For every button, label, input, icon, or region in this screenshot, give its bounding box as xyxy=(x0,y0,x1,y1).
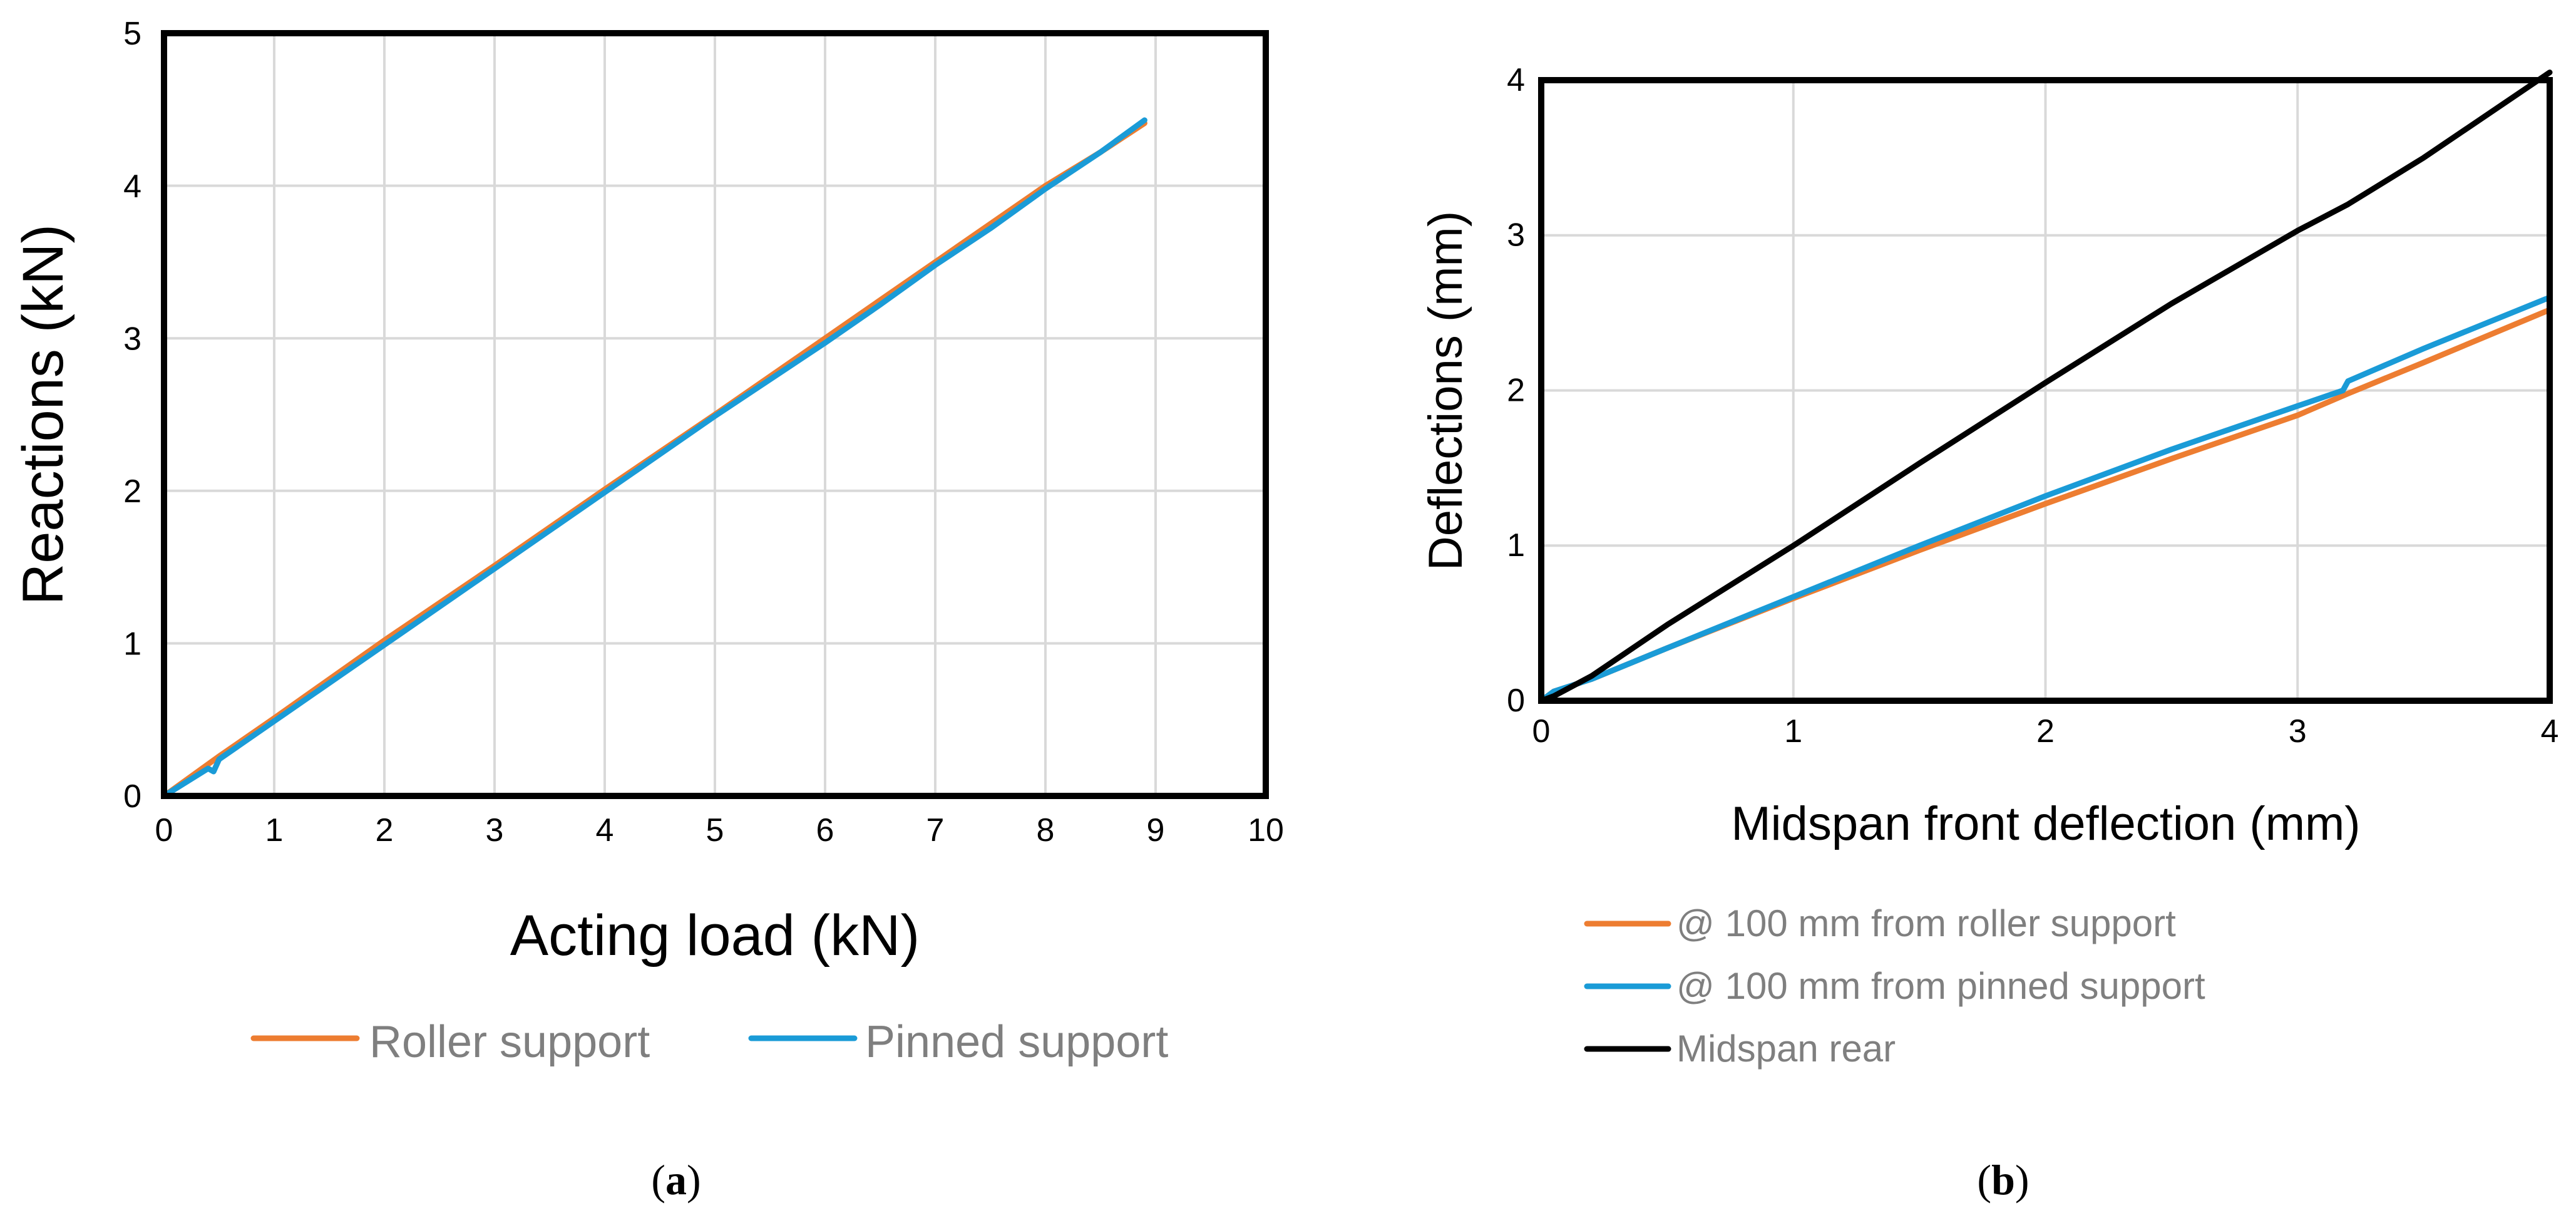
chart-a-y-axis-title: Reactions (kN) xyxy=(11,224,75,605)
chart-a-x-tick-label: 10 xyxy=(1248,812,1284,849)
chart-a-x-tick-label: 3 xyxy=(486,812,504,849)
chart-a-legend-label-roller: Roller support xyxy=(369,1017,650,1067)
chart-a-panel-label: (a) xyxy=(651,1156,700,1204)
chart-b-y-axis-title: Deflections (mm) xyxy=(1419,211,1472,570)
chart-a-x-tick-label: 1 xyxy=(265,812,284,849)
chart-a-panel-letter: a xyxy=(665,1156,687,1204)
chart-b-y-tick-label: 0 xyxy=(1507,683,1525,719)
chart-b-legend-label-pinned: @ 100 mm from pinned support xyxy=(1676,965,2205,1007)
chart-b-legend-label-midspan-rear: Midspan rear xyxy=(1676,1028,1896,1070)
chart-b-x-tick-label: 2 xyxy=(2036,713,2055,750)
chart-a-x-tick-label: 4 xyxy=(596,812,614,849)
chart-b-x-tick-labels: 0 1 2 3 4 xyxy=(1532,713,2559,750)
chart-a-x-tick-label: 8 xyxy=(1037,812,1055,849)
chart-a: 0 1 2 3 4 5 6 7 8 9 10 0 1 2 3 4 5 Acting load (kN) Rea… xyxy=(11,16,1284,1204)
chart-b-series-group xyxy=(1538,70,2553,704)
chart-a-x-tick-labels: 0 1 2 3 4 5 6 7 8 9 10 xyxy=(155,812,1284,849)
chart-a-y-tick-label: 2 xyxy=(123,473,141,510)
chart-b-plot-frame xyxy=(1538,77,2553,704)
chart-b-y-tick-label: 3 xyxy=(1507,217,1525,254)
chart-a-x-axis-title: Acting load (kN) xyxy=(510,904,920,968)
chart-a-legend: Roller support Pinned support xyxy=(250,1017,1168,1067)
chart-a-x-tick-label: 7 xyxy=(926,812,945,849)
chart-b-x-tick-label: 4 xyxy=(2541,713,2559,750)
chart-b-panel-label: (b) xyxy=(1977,1156,2029,1204)
chart-b-y-tick-label: 4 xyxy=(1507,62,1525,98)
chart-b-y-tick-label: 2 xyxy=(1507,372,1525,408)
chart-a-x-tick-label: 6 xyxy=(816,812,834,849)
chart-a-legend-label-pinned: Pinned support xyxy=(865,1017,1168,1067)
chart-b-x-tick-label: 0 xyxy=(1532,713,1551,750)
chart-b-panel-letter: b xyxy=(1991,1156,2015,1204)
chart-b-series-line-2 xyxy=(1538,70,2553,704)
chart-b-legend: @ 100 mm from roller support @ 100 mm fr… xyxy=(1584,902,2205,1070)
chart-a-y-tick-label: 3 xyxy=(123,321,141,357)
chart-a-y-tick-label: 4 xyxy=(123,168,141,205)
chart-a-x-tick-label: 2 xyxy=(376,812,394,849)
chart-b-y-tick-labels: 0 1 2 3 4 xyxy=(1507,62,1525,719)
chart-a-y-tick-label: 5 xyxy=(123,16,141,52)
chart-b-x-tick-label: 3 xyxy=(2289,713,2307,750)
chart-b: 0 1 2 3 4 0 1 2 3 4 Midspan front deflection (mm… xyxy=(1419,62,2558,1204)
chart-a-y-tick-label: 1 xyxy=(123,626,141,663)
chart-b-y-tick-label: 1 xyxy=(1507,527,1525,564)
chart-a-series-group xyxy=(161,117,1147,799)
chart-b-x-axis-title: Midspan front deflection (mm) xyxy=(1731,797,2360,850)
chart-a-x-tick-label: 0 xyxy=(155,812,173,849)
chart-b-legend-label-roller: @ 100 mm from roller support xyxy=(1676,902,2176,944)
chart-a-x-tick-label: 5 xyxy=(706,812,724,849)
chart-a-plot-frame xyxy=(161,30,1269,799)
chart-a-x-tick-label: 9 xyxy=(1147,812,1165,849)
chart-a-y-tick-label: 0 xyxy=(123,778,141,815)
chart-b-x-tick-label: 1 xyxy=(1784,713,1802,750)
chart-a-series-line-1 xyxy=(161,117,1147,799)
chart-a-y-tick-labels: 0 1 2 3 4 5 xyxy=(123,16,141,815)
